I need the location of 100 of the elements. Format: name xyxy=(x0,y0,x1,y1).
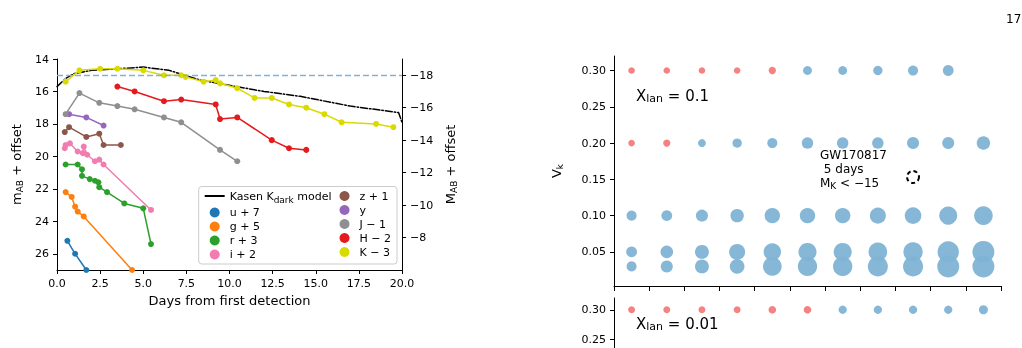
point xyxy=(131,88,138,95)
point xyxy=(131,106,138,113)
point xyxy=(62,78,69,85)
point xyxy=(96,99,103,106)
annotation: Xlan = 0.1 xyxy=(636,86,710,105)
y-tick-label: 0.20 xyxy=(581,136,606,150)
point xyxy=(121,200,128,207)
legend-label: K − 3 xyxy=(359,245,390,259)
point xyxy=(140,205,147,212)
point xyxy=(373,120,380,127)
point xyxy=(321,111,328,118)
point xyxy=(96,130,103,137)
point xyxy=(62,161,69,168)
y2-tick-label: −18 xyxy=(410,68,434,82)
x-tick-label: 10.0 xyxy=(217,277,242,290)
y-tick-label: 0.25 xyxy=(581,332,606,346)
point xyxy=(68,193,75,200)
point xyxy=(251,94,258,101)
point xyxy=(83,133,90,140)
point xyxy=(303,146,310,153)
legend-label: i + 2 xyxy=(229,248,256,261)
y2-tick-label: −14 xyxy=(410,133,434,147)
point xyxy=(114,83,121,90)
point xyxy=(140,67,147,74)
point xyxy=(83,267,90,273)
point xyxy=(148,206,155,213)
y2-tick-label: −12 xyxy=(410,166,434,180)
point xyxy=(268,94,275,101)
point xyxy=(72,250,79,257)
x-tick-label: 0.0 xyxy=(48,277,66,290)
point xyxy=(104,189,111,196)
x-tick-label: 2.5 xyxy=(91,277,109,290)
legend-label: J − 1 xyxy=(358,217,386,231)
legend-label: g + 5 xyxy=(229,220,260,233)
point xyxy=(234,114,241,121)
point xyxy=(390,124,397,131)
legend-label: H − 2 xyxy=(359,231,391,245)
y-tick-label: 14 xyxy=(35,52,49,66)
point xyxy=(217,116,224,123)
point xyxy=(217,80,224,87)
y-tick-label: 24 xyxy=(35,214,49,228)
point xyxy=(97,65,104,72)
point xyxy=(96,184,103,191)
point xyxy=(160,114,167,121)
point xyxy=(62,189,69,196)
point xyxy=(200,78,207,85)
y2-tick-label: −16 xyxy=(410,101,434,115)
annotation: Xlan = 0.01 xyxy=(636,314,719,333)
point xyxy=(114,103,121,110)
point xyxy=(303,104,310,111)
point xyxy=(61,129,68,136)
point xyxy=(338,119,345,126)
point xyxy=(212,77,219,84)
x-tick-label: 20.0 xyxy=(389,277,415,290)
legend-label: y xyxy=(359,203,367,217)
y-tick-label: 18 xyxy=(35,117,49,131)
y2-tick-label: −8 xyxy=(410,231,427,245)
y-axis-title: Vk xyxy=(548,163,565,179)
point xyxy=(129,267,136,273)
point xyxy=(62,111,69,118)
x-axis-title: Days from first detection xyxy=(148,292,311,308)
point xyxy=(72,203,79,210)
point xyxy=(76,67,83,74)
point xyxy=(100,122,107,129)
point xyxy=(64,237,71,244)
point xyxy=(178,119,185,126)
y-tick-label: 22 xyxy=(35,182,49,196)
point xyxy=(100,142,107,149)
text: 17 xyxy=(1006,12,1022,26)
point xyxy=(80,143,87,150)
x-tick-label: 7.5 xyxy=(177,277,196,290)
y2-tick-label: −10 xyxy=(410,198,434,212)
y-tick-label: 26 xyxy=(35,247,49,261)
y-tick-label: 0.30 xyxy=(581,303,606,317)
point xyxy=(79,166,86,173)
point xyxy=(84,151,91,158)
point xyxy=(83,114,90,121)
point xyxy=(117,142,124,149)
point xyxy=(234,158,241,165)
point xyxy=(234,85,241,92)
point xyxy=(268,137,275,144)
point xyxy=(114,65,121,72)
y-tick-label: 0.15 xyxy=(581,172,606,186)
point xyxy=(160,98,167,105)
y-tick-label: 0.25 xyxy=(581,100,606,114)
point xyxy=(86,176,93,183)
x-tick-label: 12.5 xyxy=(260,277,285,290)
y-tick-label: 0.10 xyxy=(581,209,606,223)
point xyxy=(80,213,87,220)
point xyxy=(148,241,155,248)
point xyxy=(178,96,185,103)
point xyxy=(66,124,73,131)
legend-label: r + 3 xyxy=(229,234,258,247)
legend-label: u + 7 xyxy=(229,206,260,219)
point xyxy=(217,146,224,153)
legend-label: z + 1 xyxy=(359,189,389,203)
point xyxy=(66,140,73,147)
y-tick-label: 20 xyxy=(35,149,49,163)
x-tick-label: 17.5 xyxy=(346,277,372,290)
point xyxy=(286,101,293,108)
